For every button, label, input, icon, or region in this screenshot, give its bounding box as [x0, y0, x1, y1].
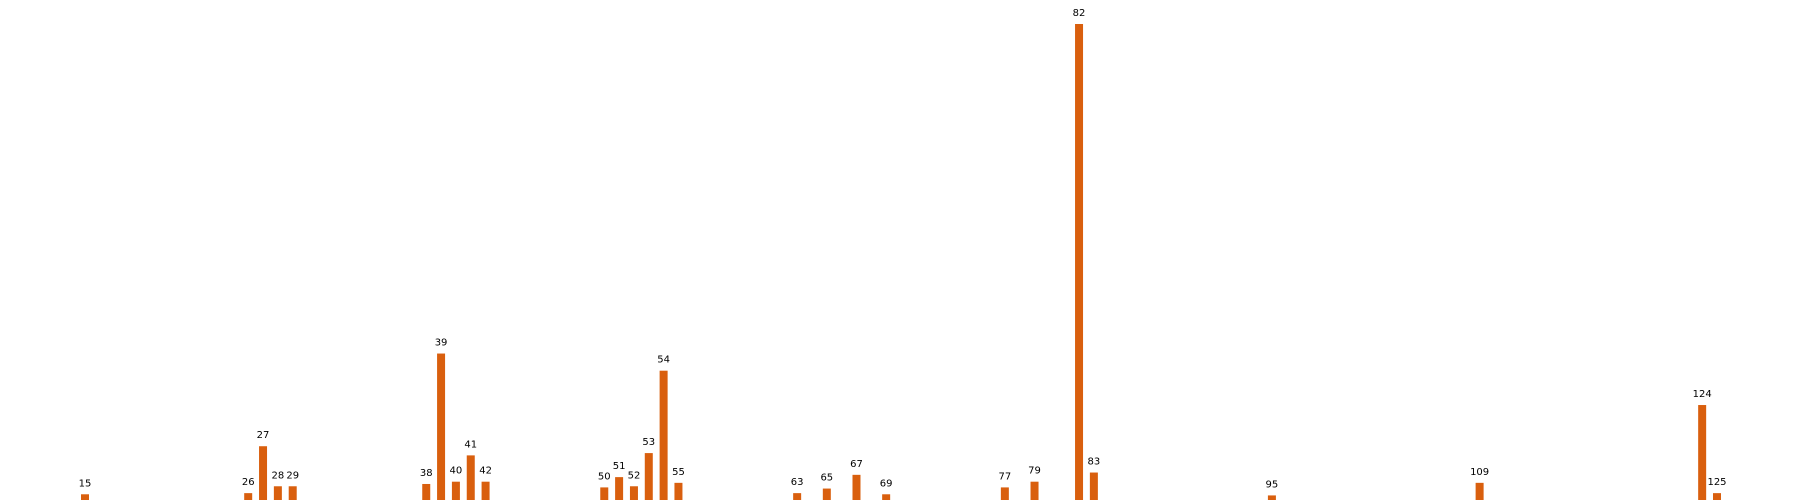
- bar-label-65: 65: [820, 473, 833, 484]
- bar-40: [451, 481, 460, 500]
- bar-27: [259, 446, 268, 500]
- bar-label-69: 69: [880, 478, 893, 489]
- bar-79: [1030, 481, 1039, 500]
- bar-label-52: 52: [628, 470, 641, 481]
- bar-95: [1267, 495, 1276, 500]
- bar-124: [1698, 405, 1707, 500]
- bar-39: [437, 353, 446, 500]
- bar-109: [1475, 482, 1484, 500]
- bar-label-38: 38: [420, 468, 433, 479]
- bar-label-63: 63: [791, 477, 804, 488]
- bar-label-39: 39: [435, 338, 448, 349]
- bar-82: [1075, 24, 1084, 500]
- bar-label-77: 77: [998, 471, 1011, 482]
- bar-83: [1089, 472, 1098, 500]
- bar-label-28: 28: [272, 470, 285, 481]
- bar-label-29: 29: [286, 470, 299, 481]
- bar-52: [629, 486, 638, 500]
- bar-42: [481, 481, 490, 500]
- bar-28: [273, 486, 282, 500]
- bar-51: [615, 477, 624, 500]
- bar-38: [422, 483, 431, 500]
- bar-label-109: 109: [1470, 467, 1489, 478]
- bar-41: [466, 455, 475, 500]
- bar-label-15: 15: [79, 478, 92, 489]
- bar-label-42: 42: [479, 466, 492, 477]
- bar-label-51: 51: [613, 461, 626, 472]
- bar-label-83: 83: [1088, 457, 1101, 468]
- bar-15: [81, 494, 89, 500]
- bar-label-124: 124: [1693, 389, 1712, 400]
- bar-69: [882, 494, 891, 500]
- bar-26: [244, 493, 253, 500]
- bar-55: [674, 482, 683, 500]
- bar-63: [793, 493, 802, 500]
- bar-label-26: 26: [242, 477, 255, 488]
- bar-label-41: 41: [464, 439, 477, 450]
- bar-label-27: 27: [257, 430, 270, 441]
- bar-125: [1713, 493, 1721, 500]
- bar-label-53: 53: [642, 437, 655, 448]
- bar-54: [659, 370, 668, 500]
- bar-label-40: 40: [450, 466, 463, 477]
- bar-label-79: 79: [1028, 466, 1041, 477]
- bar-label-55: 55: [672, 467, 685, 478]
- bar-50: [600, 487, 609, 500]
- bar-label-95: 95: [1266, 479, 1279, 490]
- bar-label-67: 67: [850, 459, 863, 470]
- bar-65: [822, 488, 831, 500]
- bar-29: [288, 486, 297, 500]
- bar-67: [852, 474, 861, 500]
- bar-label-54: 54: [657, 355, 670, 366]
- bar-77: [1000, 487, 1009, 500]
- bar-label-82: 82: [1073, 8, 1086, 19]
- bar-53: [644, 453, 653, 500]
- bar-label-125: 125: [1707, 477, 1726, 488]
- bar-label-50: 50: [598, 471, 611, 482]
